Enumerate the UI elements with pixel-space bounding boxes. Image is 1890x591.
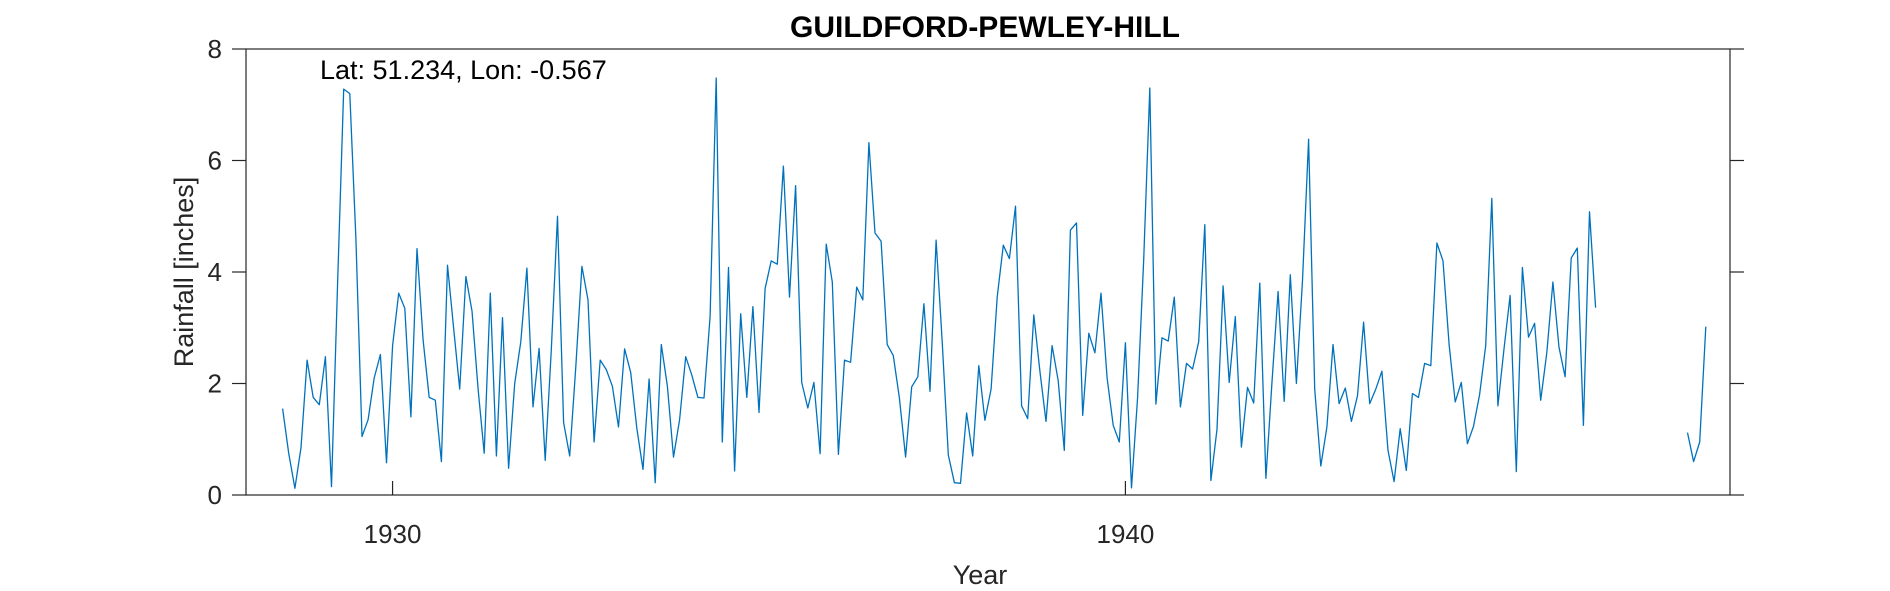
data-series xyxy=(281,77,1707,489)
plot-area xyxy=(245,48,1731,496)
x-axis: 1930 1940 xyxy=(364,481,1154,549)
y-axis: 0 2 4 6 8 xyxy=(208,34,1744,510)
chart-title: GUILDFORD-PEWLEY-HILL xyxy=(790,11,1180,44)
y-axis-label: Rainfall [inches] xyxy=(169,177,199,368)
rainfall-series-line xyxy=(281,77,1597,489)
x-tick-label: 1940 xyxy=(1096,519,1154,549)
rainfall-series-line xyxy=(1686,326,1707,463)
y-tick-label: 0 xyxy=(208,480,222,510)
y-tick-label: 2 xyxy=(208,369,222,399)
y-tick-label: 4 xyxy=(208,257,222,287)
y-tick-label: 8 xyxy=(208,34,222,64)
x-axis-label: Year xyxy=(953,560,1008,590)
y-tick-label: 6 xyxy=(208,146,222,176)
x-tick-label: 1930 xyxy=(364,519,422,549)
location-annotation: Lat: 51.234, Lon: -0.567 xyxy=(320,55,607,85)
